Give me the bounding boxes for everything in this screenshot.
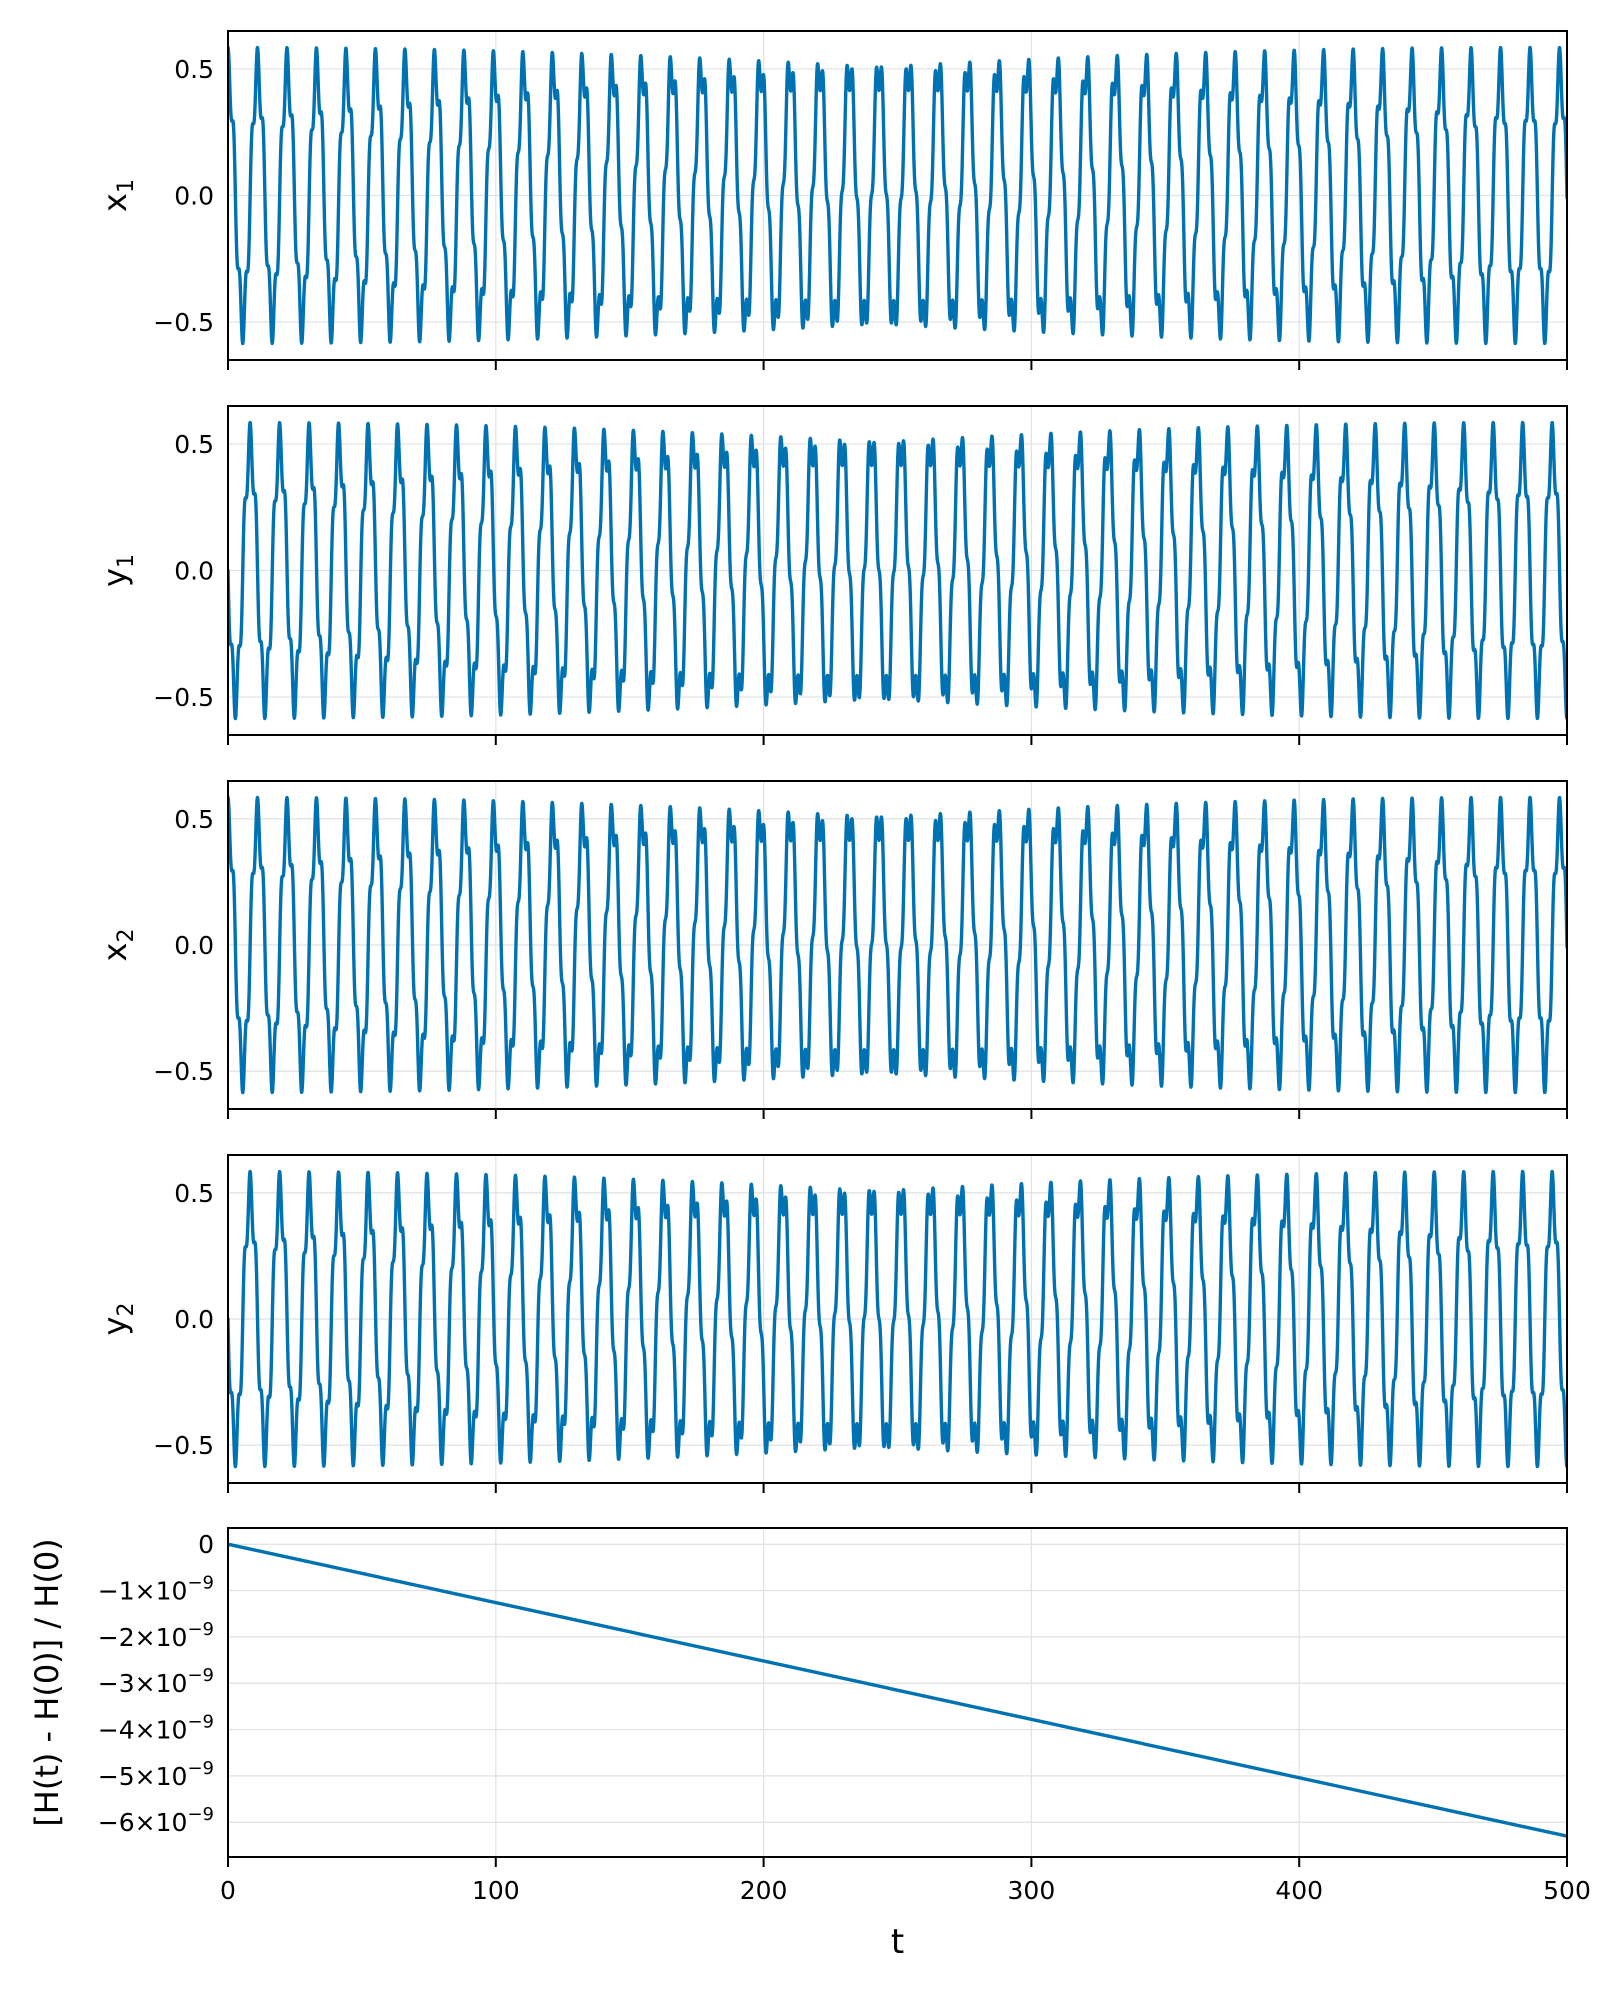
axes-frame: [227, 30, 1568, 361]
series-line: [228, 420, 1567, 721]
y-tick-label: −0.5: [153, 1057, 214, 1086]
y-tick-label: 0.5: [174, 55, 214, 84]
y-tick-label: 0.0: [174, 1305, 214, 1334]
y-tick-label: −0.5: [153, 1431, 214, 1460]
y-axis-label: y2: [96, 1303, 139, 1336]
y-axis-label: x2: [96, 929, 139, 962]
y-tick-label: 0.0: [174, 557, 214, 586]
series-line: [228, 795, 1567, 1095]
y-axis-label: x1: [96, 179, 139, 212]
x-tick-label: 0: [220, 1876, 236, 1905]
y-tick-label: 0.0: [174, 931, 214, 960]
y-tick-label: 0.0: [174, 182, 214, 211]
x-axis-label: t: [891, 1922, 904, 1962]
y-tick-label: −4×10−9: [98, 1712, 214, 1745]
axes-frame: [227, 780, 1568, 1110]
panel-3: 0.5 0.0 −0.5 x2: [96, 780, 1568, 1119]
panel-1: 0.5 0.0 −0.5 x1: [96, 30, 1568, 370]
y-tick-label: −1×10−9: [98, 1573, 214, 1606]
panel-2: 0.5 0.0 −0.5 y1: [96, 405, 1568, 745]
y-axis-label: y1: [96, 554, 139, 587]
x-tick-label: 100: [472, 1876, 520, 1905]
x-tick-label: 500: [1543, 1876, 1591, 1905]
y-tick-label: −6×10−9: [98, 1804, 214, 1837]
y-tick-label: −0.5: [153, 683, 214, 712]
series-line: [228, 45, 1567, 346]
x-tick-label: 300: [1008, 1876, 1056, 1905]
x-tick-label: 200: [740, 1876, 788, 1905]
y-tick-label: 0.5: [174, 1179, 214, 1208]
axes-frame: [227, 1154, 1568, 1484]
panel-4: 0.5 0.0 −0.5 y2: [96, 1154, 1568, 1493]
axes-frame: [227, 405, 1568, 736]
y-tick-label: −2×10−9: [98, 1619, 214, 1652]
series-line: [228, 1169, 1567, 1469]
panel-5: 0 −1×10−9 −2×10−9 −3×10−9 −4×10−9 −5×10−9 −6×1…: [28, 1527, 1591, 1962]
y-tick-label: −3×10−9: [98, 1665, 214, 1698]
series-line: [228, 1542, 1567, 1838]
y-tick-label: −5×10−9: [98, 1758, 214, 1791]
y-tick-label: 0.5: [174, 430, 214, 459]
y-tick-label: 0.5: [174, 805, 214, 834]
x-tick-label: 400: [1275, 1876, 1323, 1905]
y-tick-label: −0.5: [153, 308, 214, 337]
axes-frame: [227, 1527, 1568, 1858]
y-tick-label: 0: [198, 1530, 214, 1559]
y-axis-label: [H(t) - H(0)] / H(0): [28, 1538, 66, 1826]
